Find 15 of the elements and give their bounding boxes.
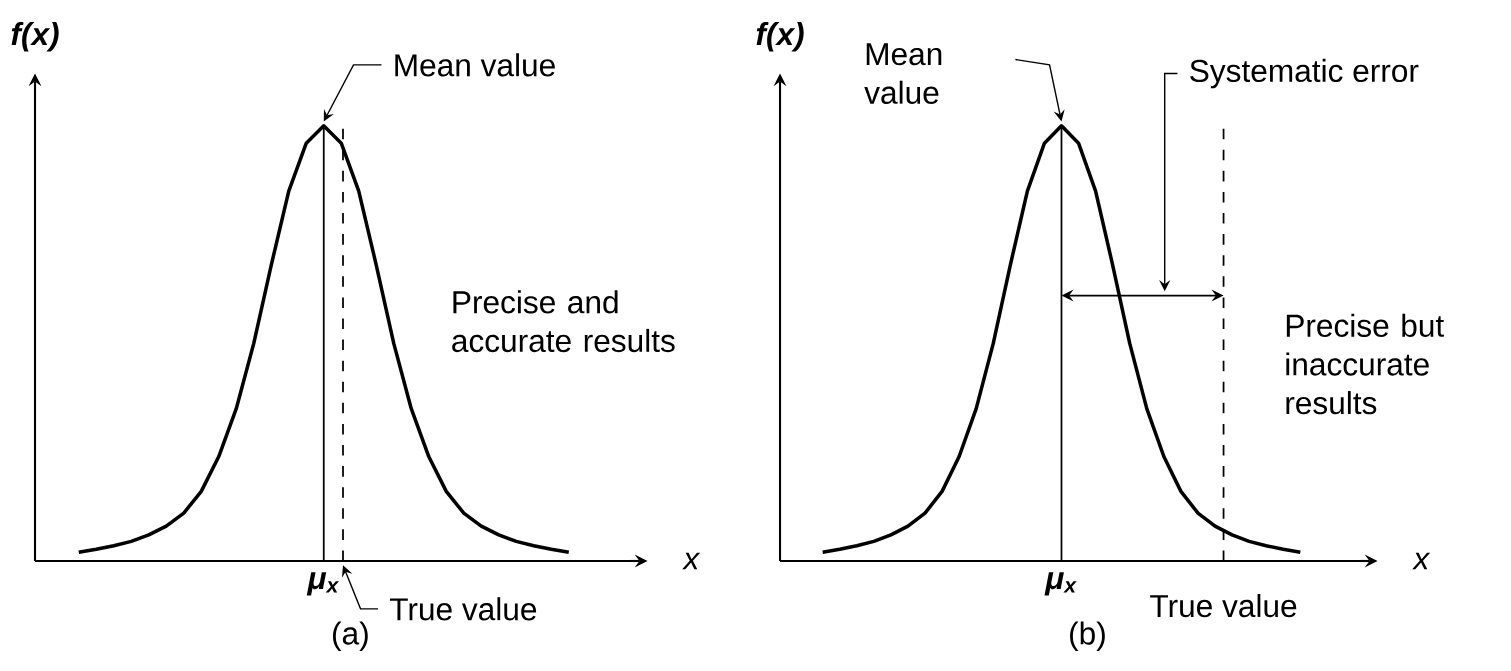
annotation: Precise and accurate results: [452, 290, 675, 353]
text: μ$_{x}$: [1044, 572, 1077, 596]
text: True value: [1150, 593, 1297, 618]
text: μ$_{x}$: [306, 572, 340, 596]
text: Mean value: [864, 43, 942, 104]
x-axis-title: x: [682, 552, 701, 570]
y-axis-title: f(x): [11, 22, 59, 52]
text: True value: [389, 597, 537, 621]
annotation: Precise but inaccurate results: [1286, 313, 1444, 415]
text: (b): [1070, 621, 1105, 651]
y-axis-title: f(x): [756, 22, 804, 52]
x-axis-title: x: [1412, 552, 1431, 570]
text: Systematic error: [1190, 58, 1419, 89]
text: Mean value: [395, 53, 555, 77]
text: (a): [333, 621, 368, 651]
